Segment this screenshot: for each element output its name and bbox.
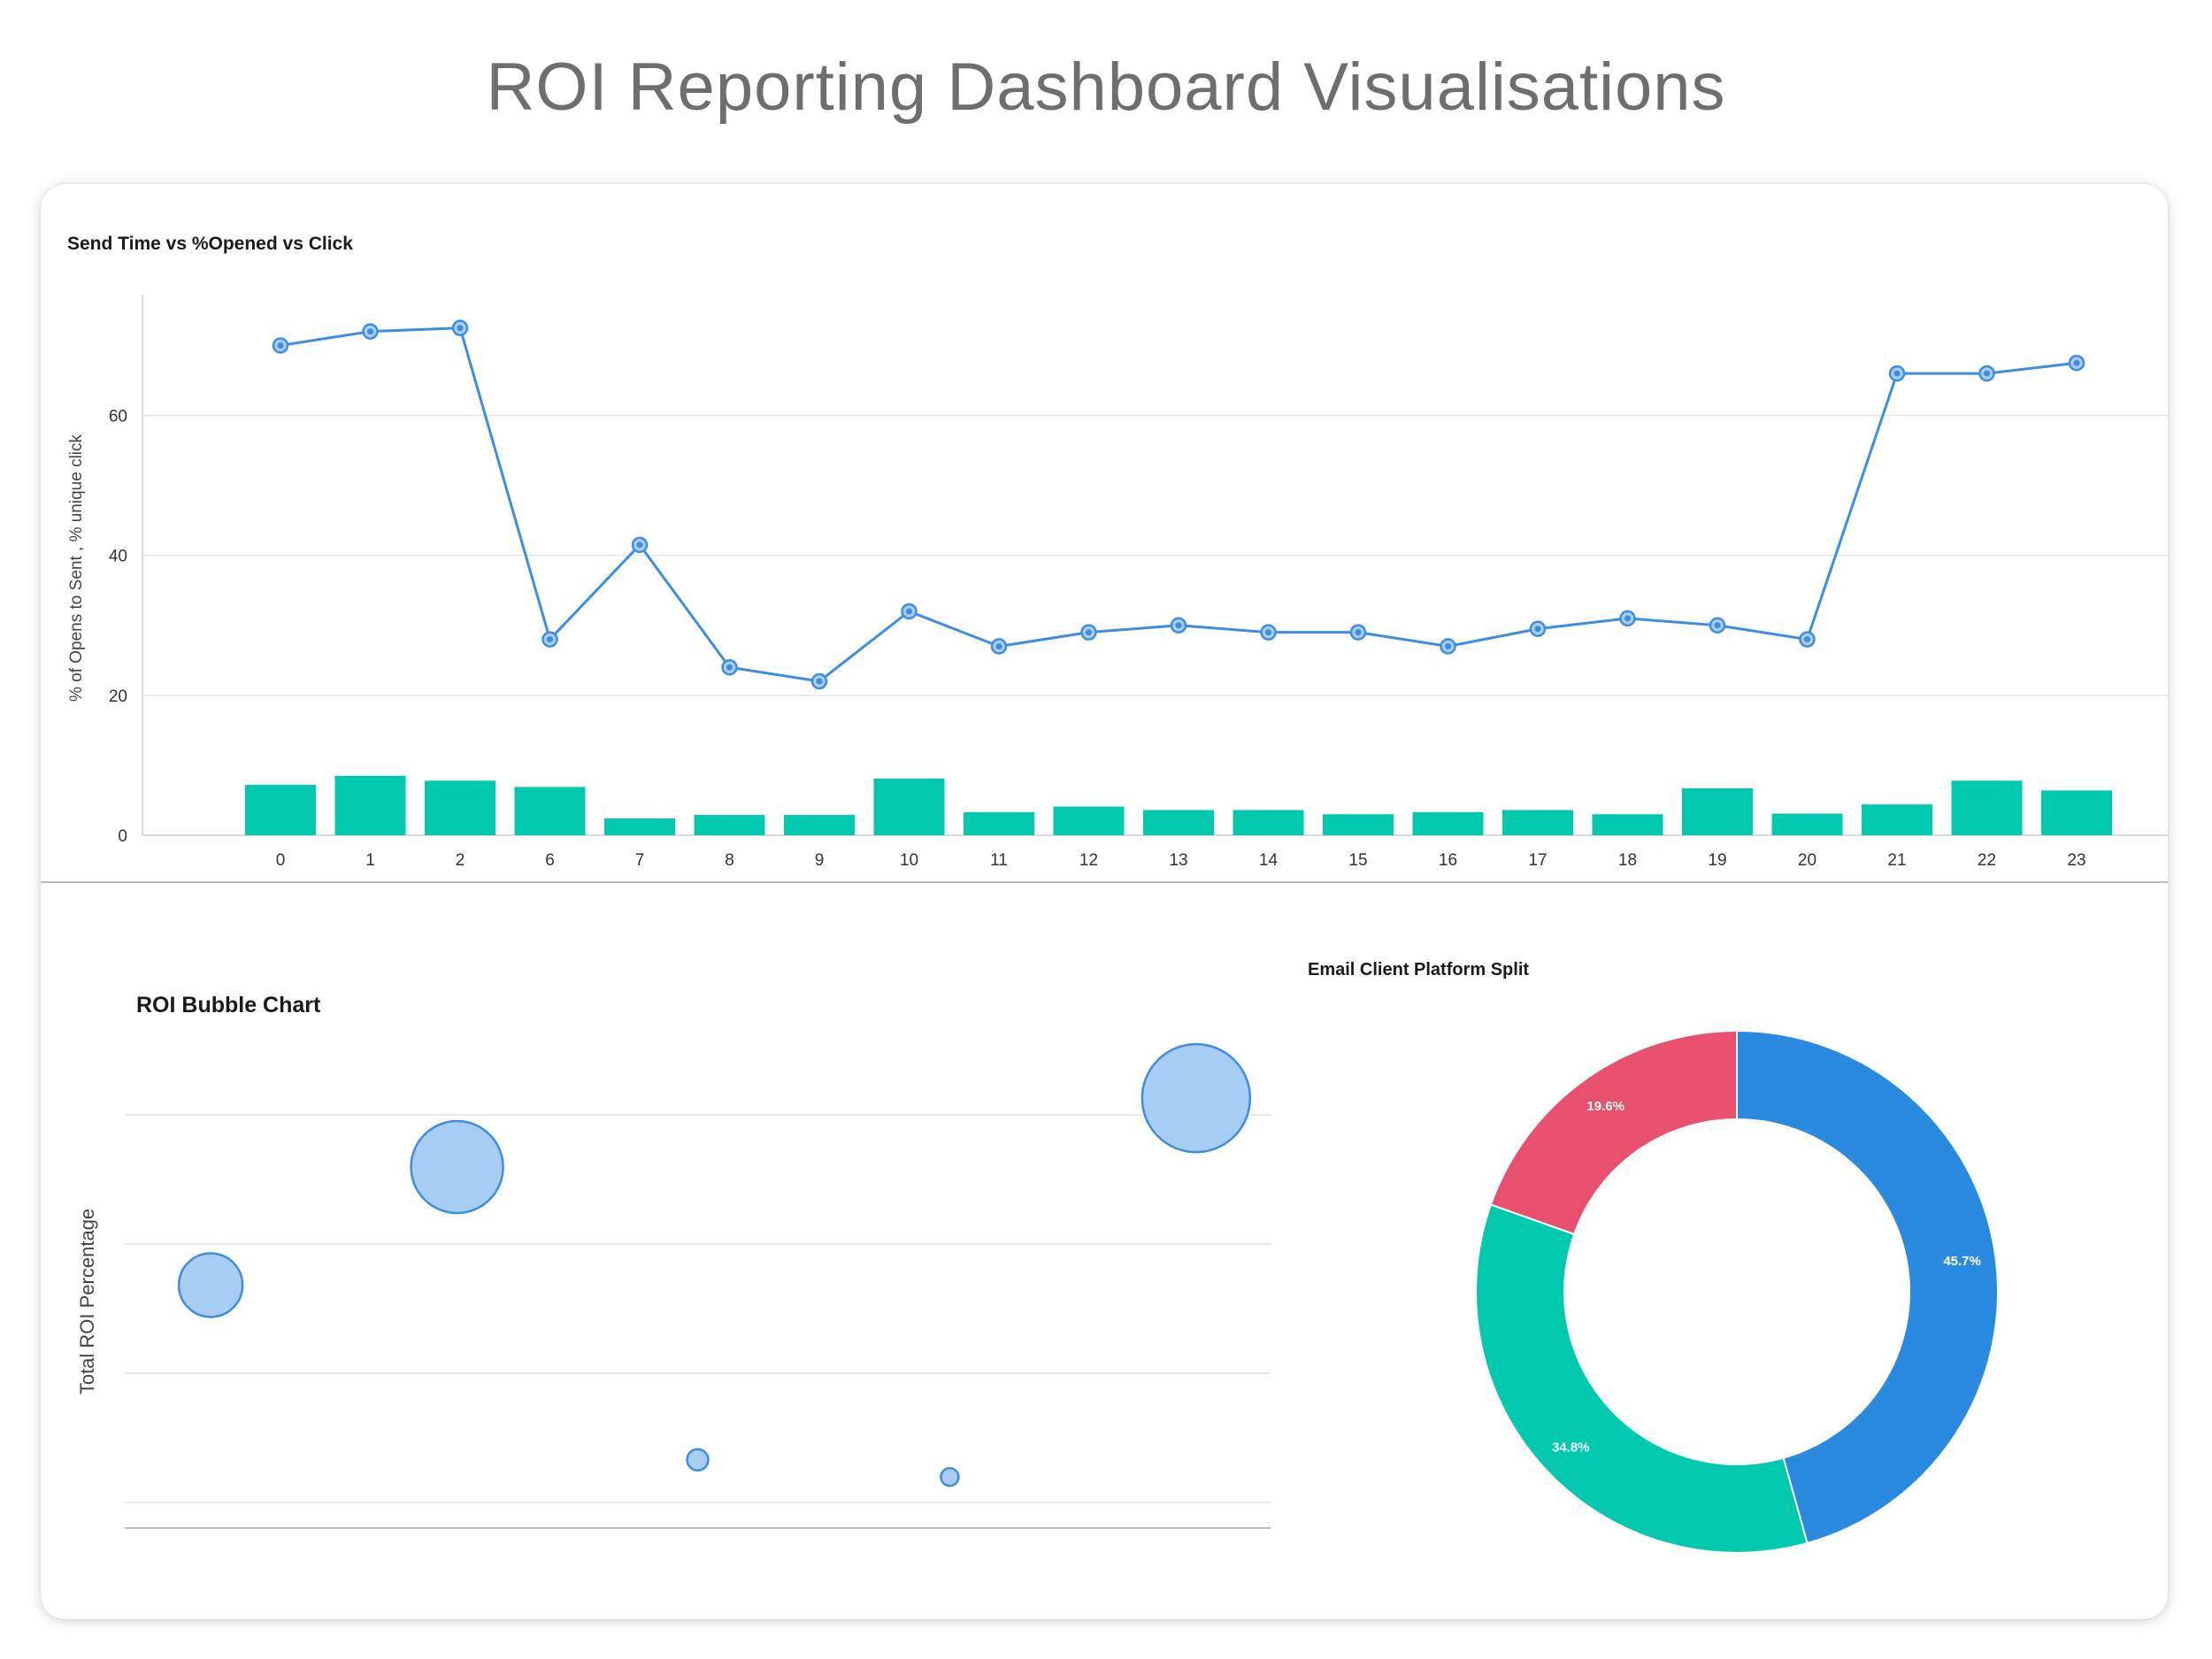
line-point-core — [726, 664, 733, 671]
bar — [245, 785, 316, 835]
x-tick-label: 10 — [900, 851, 918, 870]
x-tick-label: 20 — [1798, 851, 1816, 870]
bubble-chart-title: ROI Bubble Chart — [136, 993, 321, 1018]
x-tick-label: 23 — [2067, 851, 2085, 870]
bar — [1951, 780, 2023, 835]
bar — [1862, 804, 1932, 835]
bar — [1143, 810, 1214, 835]
bar — [1412, 811, 1484, 835]
bar — [1233, 810, 1304, 835]
bubble-chart — [125, 1042, 1271, 1529]
bar — [1323, 814, 1394, 835]
donut-slice-label: 19.6% — [1586, 1099, 1624, 1114]
line-point-core — [1984, 370, 1990, 377]
x-tick-label: 19 — [1708, 851, 1726, 870]
donut-slice — [1489, 1029, 1738, 1236]
line-point-core — [1445, 642, 1451, 649]
donut-slice — [1736, 1029, 1999, 1545]
x-tick-label: 12 — [1079, 851, 1098, 870]
bubble-chart-ylabel: Total ROI Percentage — [76, 1209, 98, 1394]
line-point-core — [547, 636, 553, 643]
x-tick-label: 0 — [276, 851, 286, 870]
line-point-core — [1086, 629, 1092, 636]
line-chart-title: Send Time vs %Opened vs Click — [67, 234, 353, 254]
x-tick-label: 21 — [1887, 851, 1906, 870]
bar — [1682, 788, 1753, 835]
line-point-core — [995, 642, 1002, 649]
bar — [1592, 814, 1663, 835]
bubble — [940, 1467, 960, 1487]
x-tick-label: 18 — [1618, 851, 1637, 870]
x-tick-label: 7 — [635, 851, 645, 870]
bar — [514, 787, 586, 835]
section-divider — [41, 881, 2168, 883]
x-tick-label: 1 — [365, 851, 375, 870]
donut-slice — [1475, 1203, 1809, 1554]
line-point-core — [1265, 629, 1271, 636]
y-tick-label: 20 — [109, 687, 127, 706]
page-title: ROI Reporting Dashboard Visualisations — [486, 50, 1726, 125]
line-point-core — [1804, 636, 1810, 643]
y-tick-label: 40 — [109, 548, 127, 566]
line-point-core — [1714, 622, 1721, 629]
x-tick-label: 14 — [1259, 851, 1279, 870]
x-tick-label: 13 — [1169, 851, 1187, 870]
line-point-core — [906, 608, 912, 615]
line-point-core — [1624, 615, 1631, 622]
charts-canvas: Send Time vs %Opened vs Click ROI Bubble… — [67, 234, 2168, 1554]
x-tick-label: 2 — [456, 851, 465, 870]
bar — [1502, 810, 1573, 835]
x-tick-label: 17 — [1528, 851, 1547, 870]
donut-slice-label: 34.8% — [1552, 1440, 1590, 1455]
bar — [1053, 806, 1125, 835]
bar — [873, 778, 945, 835]
donut-chart: 45.7% 34.8% 19.6% — [1475, 1029, 1999, 1554]
dashboard-card: Send Time vs %Opened vs Click ROI Bubble… — [41, 184, 2168, 1619]
bubble — [410, 1119, 504, 1215]
line-point-core — [457, 325, 464, 332]
bubble — [1141, 1042, 1252, 1154]
bar — [694, 815, 765, 835]
bar — [2041, 790, 2112, 835]
x-tick-label: 15 — [1348, 851, 1367, 870]
line-point-core — [1534, 626, 1541, 633]
bar — [1771, 813, 1843, 835]
line-point-core — [1893, 370, 1901, 377]
donut-chart-title: Email Client Platform Split — [1308, 960, 1529, 979]
bubble — [177, 1252, 244, 1318]
x-tick-label: 16 — [1439, 851, 1457, 870]
bar — [425, 780, 495, 835]
line-point-core — [277, 342, 284, 349]
bar — [604, 818, 675, 835]
bar — [334, 775, 406, 835]
x-tick-label: 22 — [1978, 851, 1996, 870]
donut-slice-label: 45.7% — [1943, 1254, 1981, 1269]
x-tick-label: 11 — [990, 851, 1008, 870]
x-tick-label: 9 — [815, 851, 825, 870]
y-tick-label: 60 — [109, 408, 127, 426]
line-point-core — [636, 541, 643, 549]
bar — [784, 815, 855, 835]
line-point-core — [1355, 629, 1362, 636]
x-tick-label: 8 — [725, 851, 734, 870]
line-point-core — [367, 328, 373, 335]
line-point-core — [1175, 622, 1182, 629]
line-point-core — [2073, 359, 2080, 366]
bubble — [686, 1448, 710, 1472]
bar — [964, 811, 1034, 835]
x-tick-label: 6 — [545, 851, 555, 870]
y-tick-label: 0 — [118, 827, 127, 846]
line-point-core — [816, 678, 823, 685]
line-chart-ylabel: % of Opens to Sent , % unique click — [67, 434, 86, 702]
